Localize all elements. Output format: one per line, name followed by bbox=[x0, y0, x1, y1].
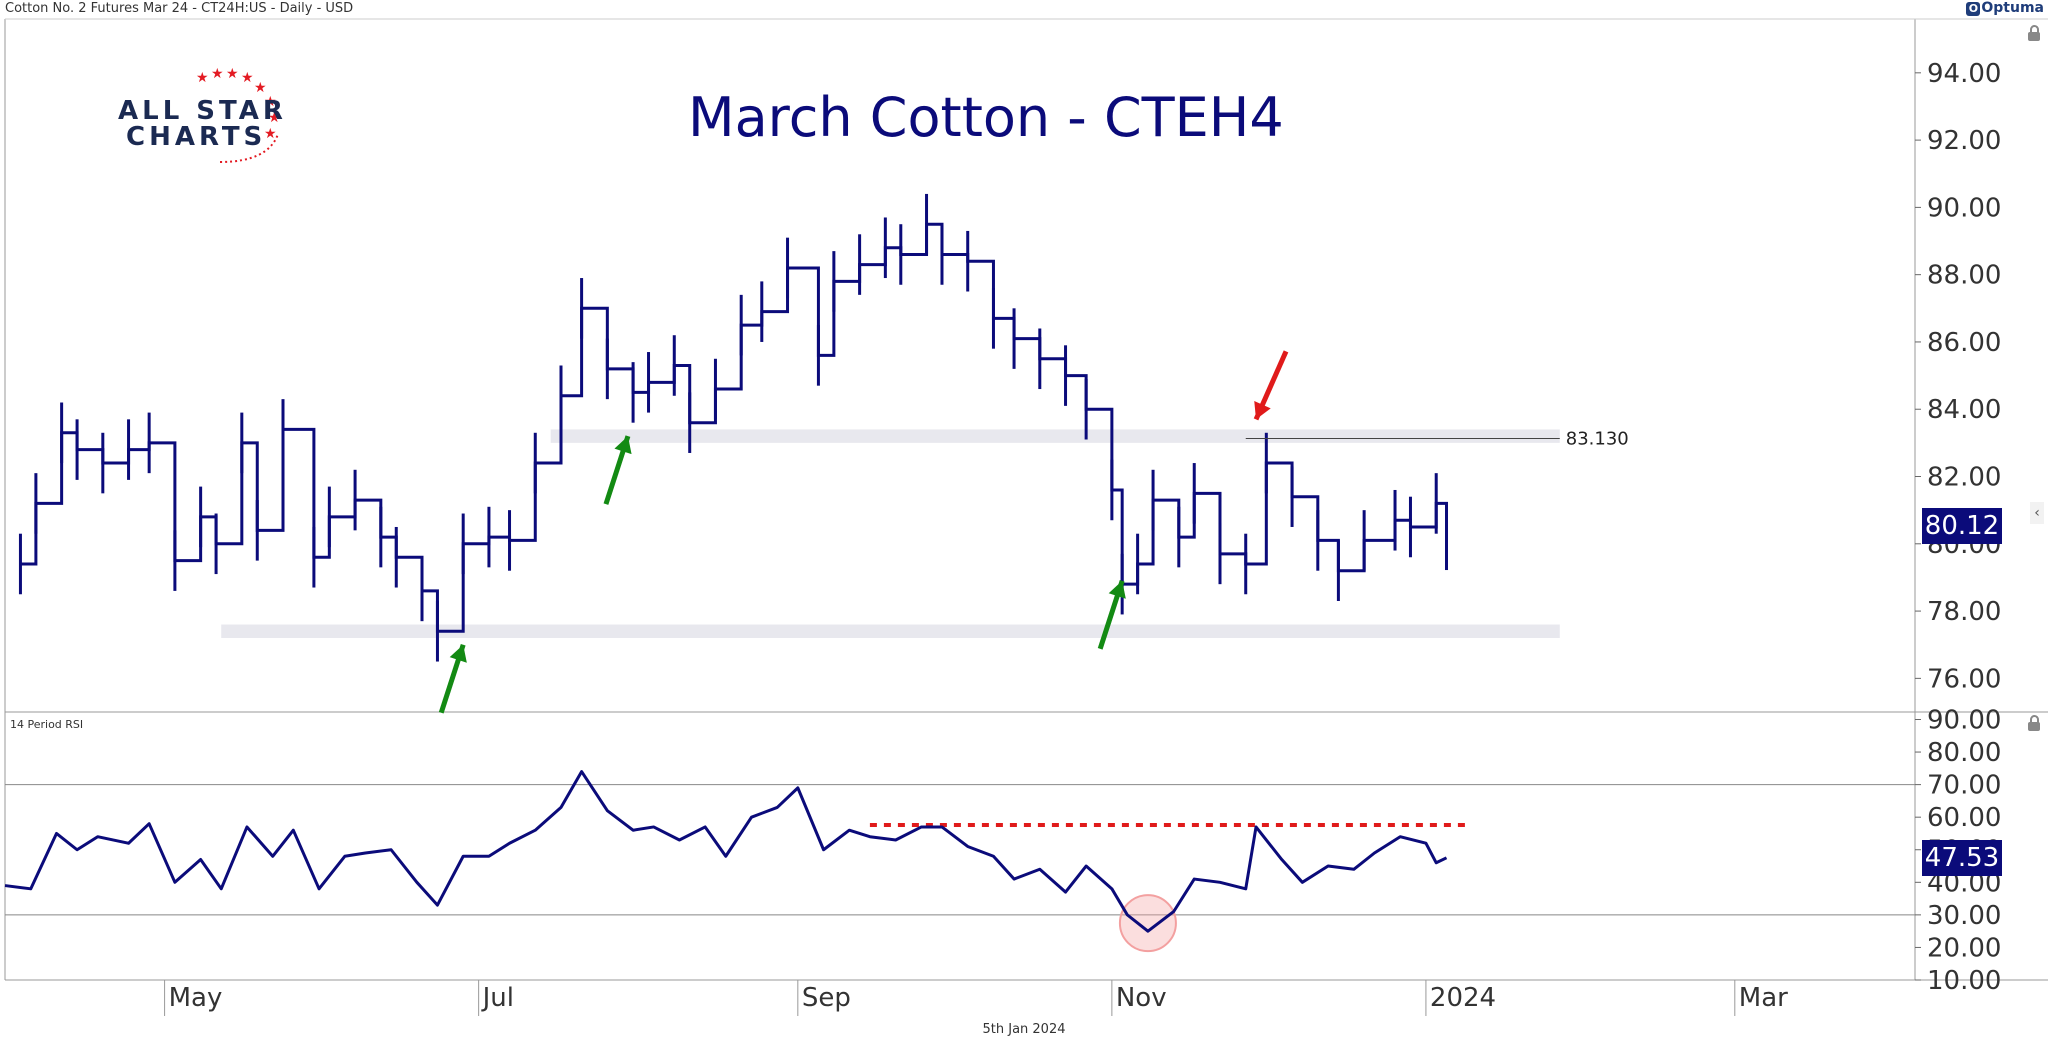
optuma-logo-icon: O bbox=[1966, 2, 1981, 16]
time-tick-label: 2024 bbox=[1430, 983, 1496, 1013]
green-arrow-head-0 bbox=[449, 644, 467, 663]
price-tick-label: 92.00 bbox=[1927, 126, 2001, 156]
rsi-tick-label: 70.00 bbox=[1927, 771, 2001, 801]
footer-date: 5th Jan 2024 bbox=[982, 1022, 1066, 1037]
logo-stars-icon: ★ ★ ★ ★ ★ ★ ★ ★ bbox=[196, 66, 281, 163]
price-tick-label: 84.00 bbox=[1927, 395, 2001, 425]
green-arrow-head-2 bbox=[1108, 580, 1126, 599]
rsi-tick-label: 90.00 bbox=[1927, 705, 2001, 735]
price-panel-lock-icon[interactable] bbox=[2028, 25, 2040, 41]
rsi-panel-label: 14 Period RSI bbox=[10, 718, 83, 731]
svg-text:★: ★ bbox=[241, 70, 254, 86]
svg-text:★: ★ bbox=[268, 110, 281, 126]
svg-text:★: ★ bbox=[211, 66, 224, 82]
time-tick-label: May bbox=[169, 983, 223, 1013]
time-tick-label: Jul bbox=[481, 983, 514, 1013]
rsi-tick-label: 20.00 bbox=[1927, 933, 2001, 963]
rsi-tick-label: 10.00 bbox=[1927, 966, 2001, 996]
svg-text:★: ★ bbox=[264, 126, 277, 142]
price-tick-label: 76.00 bbox=[1927, 664, 2001, 694]
rsi-tick-label: 30.00 bbox=[1927, 901, 2001, 931]
svg-text:★: ★ bbox=[226, 66, 239, 82]
price-tick-label: 82.00 bbox=[1927, 463, 2001, 493]
red-arrow-head-3 bbox=[1254, 401, 1271, 420]
rsi-tag: 47.53 bbox=[1925, 843, 1999, 873]
logo-line2: CHARTS bbox=[126, 122, 267, 152]
rsi-panel-lock-icon[interactable] bbox=[2028, 715, 2040, 731]
rsi-tick-label: 80.00 bbox=[1927, 738, 2001, 768]
time-tick-label: Mar bbox=[1739, 983, 1788, 1013]
rsi-tag-box bbox=[1922, 840, 2002, 876]
resistance-label: 83.130 bbox=[1566, 429, 1629, 450]
support-zone-1 bbox=[221, 624, 1560, 638]
svg-text:★: ★ bbox=[264, 94, 277, 110]
price-line bbox=[20, 222, 1449, 633]
price-tick-label: 94.00 bbox=[1927, 59, 2001, 89]
all-star-charts-logo: ★ ★ ★ ★ ★ ★ ★ ★ ALL STAR CHARTS bbox=[108, 64, 308, 174]
green-arrow-head-1 bbox=[614, 436, 632, 455]
price-tick-label: 86.00 bbox=[1927, 328, 2001, 358]
price-tick-label: 78.00 bbox=[1927, 597, 2001, 627]
price-tick-label: 88.00 bbox=[1927, 261, 2001, 291]
optuma-brand: O Optuma bbox=[1966, 0, 2044, 16]
svg-text:★: ★ bbox=[196, 70, 209, 86]
logo-line1: ALL STAR bbox=[118, 96, 287, 126]
time-tick-label: Sep bbox=[802, 983, 851, 1013]
brand-name: Optuma bbox=[1981, 0, 2044, 16]
instrument-header: Cotton No. 2 Futures Mar 24 - CT24H:US -… bbox=[5, 1, 354, 16]
price-tag: 80.12 bbox=[1925, 511, 1999, 541]
collapse-axis-chevron-icon[interactable]: ‹ bbox=[2030, 502, 2044, 524]
rsi-line bbox=[4, 770, 1448, 933]
chart-title: March Cotton - CTEH4 bbox=[688, 86, 1284, 149]
time-tick-label: Nov bbox=[1116, 983, 1167, 1013]
rsi-tick-label: 60.00 bbox=[1927, 803, 2001, 833]
price-tag-box bbox=[1922, 508, 2002, 544]
price-tick-label: 90.00 bbox=[1927, 193, 2001, 223]
support-zone-0 bbox=[550, 429, 1560, 443]
rsi-oversold-circle bbox=[1118, 894, 1177, 953]
svg-text:★: ★ bbox=[254, 80, 267, 96]
